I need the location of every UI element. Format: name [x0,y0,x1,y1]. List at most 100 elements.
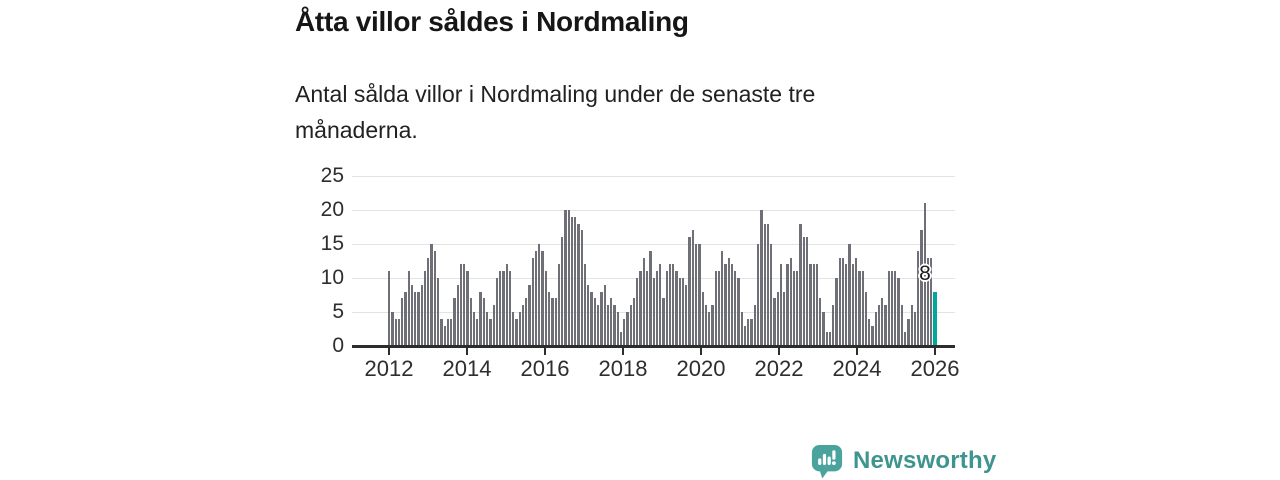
bar [567,210,570,346]
bar [476,318,479,346]
bar [694,244,698,346]
bar [583,264,587,346]
bar [544,271,548,346]
bar [436,278,440,346]
bar [779,264,783,346]
bar [603,284,606,346]
bar [554,298,557,346]
bar [482,298,485,346]
bar [685,284,688,346]
bar [714,271,717,346]
bar [806,237,809,346]
bar [597,305,600,346]
bar [802,237,805,346]
bar [881,298,884,346]
bars [388,176,938,346]
bar [845,264,848,346]
bar [665,271,668,346]
bar [672,264,675,346]
bar [427,257,430,346]
bar [763,223,766,346]
bar [472,312,476,346]
bar [489,318,492,346]
bar [649,250,652,346]
bar [848,244,851,346]
y-axis-label: 20 [320,198,344,221]
bar [917,250,920,346]
bar [407,271,410,346]
bar [887,271,890,346]
bar [740,312,743,346]
bar [577,223,580,346]
bar [890,271,894,346]
bar [551,298,554,346]
bar [747,318,750,346]
brand-name: Newsworthy [853,447,997,474]
chart-title: Åtta villor såldes i Nordmaling [295,6,689,37]
bar [538,244,541,346]
bar [903,332,907,346]
bar [642,257,645,346]
bar [401,298,404,346]
bar [913,312,917,346]
bar [616,312,619,346]
plot-area [352,176,955,346]
bar [815,264,819,346]
bar [894,271,897,346]
bar [770,244,773,346]
bar [574,216,577,346]
y-axis-label: 15 [320,232,344,255]
brand-logo: Newsworthy [810,444,997,479]
bar [698,244,701,346]
bar [711,305,714,346]
bar [753,305,757,346]
bar [388,271,391,346]
y-axis-label: 5 [332,300,344,323]
bar [838,257,841,346]
bar [828,332,832,346]
bar [391,312,394,346]
x-axis-label: 2022 [754,356,804,381]
bar [548,291,551,346]
bar [587,284,590,346]
bar [923,203,926,346]
bar [485,312,489,346]
bar [910,305,913,346]
x-axis-label: 2020 [676,356,726,381]
bar [518,312,521,346]
bar [397,318,401,346]
bar [776,291,779,346]
bar [792,271,796,346]
bar [502,271,505,346]
bar [841,257,845,346]
bar [636,278,639,346]
bar [450,318,453,346]
bar [495,278,499,346]
bar [499,271,502,346]
bar [681,278,685,346]
bar [678,278,681,346]
bar [528,284,531,346]
bar [515,318,518,346]
bar [453,298,456,346]
bar [877,305,881,346]
bar [721,250,724,346]
bar [564,210,567,346]
bar [645,271,649,346]
bar [884,305,887,346]
bar [619,332,623,346]
bar [907,318,910,346]
bar [459,264,463,346]
bar [835,278,838,346]
bar [430,244,433,346]
bar [864,291,868,346]
bar [606,305,610,346]
bar [590,291,593,346]
bar [626,312,629,346]
bar [531,257,534,346]
bar [897,278,900,346]
bar [629,305,632,346]
bar [613,305,616,346]
bar [662,298,665,346]
